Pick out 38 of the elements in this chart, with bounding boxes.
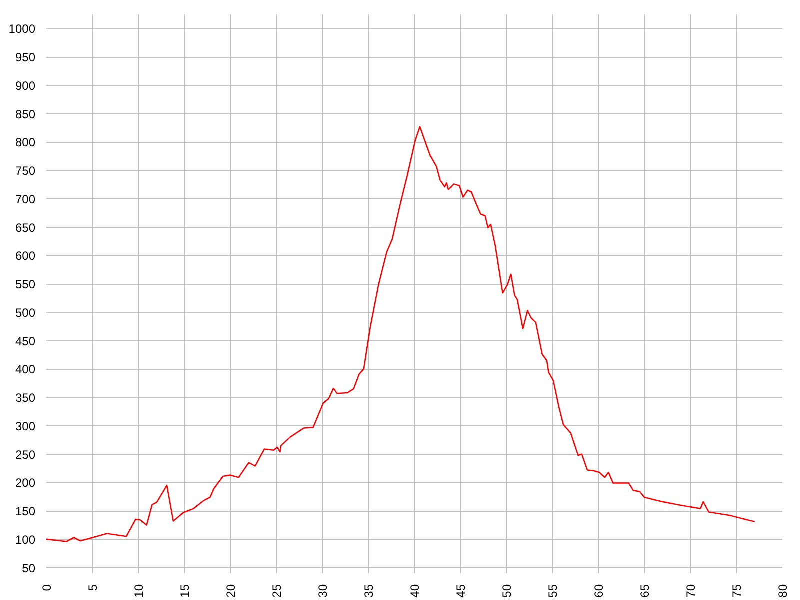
x-tick-label: 65 xyxy=(638,584,652,598)
y-tick-label: 100 xyxy=(15,532,36,547)
y-tick-label: 550 xyxy=(15,278,36,292)
x-tick-label: 25 xyxy=(270,584,284,598)
x-tick-label: 50 xyxy=(500,584,514,598)
y-tick-label: 900 xyxy=(15,78,36,93)
y-tick-label: 350 xyxy=(15,391,36,406)
y-tick-label: 700 xyxy=(15,192,36,206)
x-tick-label: 10 xyxy=(132,584,146,598)
y-tick-label: 950 xyxy=(15,50,36,65)
x-tick-label: 55 xyxy=(546,584,560,598)
x-tick-label: 0 xyxy=(40,584,54,592)
y-tick-label: 500 xyxy=(15,306,36,320)
x-tick-label: 80 xyxy=(776,584,790,598)
y-tick-label: 150 xyxy=(15,504,36,519)
y-tick-label: 650 xyxy=(15,220,36,235)
y-tick-label: 400 xyxy=(15,362,36,377)
y-tick-label: 250 xyxy=(15,448,36,462)
x-tick-label: 30 xyxy=(316,584,330,598)
y-tick-label: 850 xyxy=(15,107,36,122)
y-tick-label: 800 xyxy=(15,136,36,150)
x-tick-label: 45 xyxy=(454,584,468,598)
y-tick-label: 200 xyxy=(15,476,36,490)
x-tick-label: 5 xyxy=(86,584,100,592)
x-tick-label: 35 xyxy=(362,584,376,598)
y-tick-label: 450 xyxy=(15,334,36,348)
line-series xyxy=(46,126,756,542)
x-tick-label: 70 xyxy=(684,584,698,598)
x-tick-label: 75 xyxy=(730,584,744,598)
y-tick-label: 50 xyxy=(22,561,36,576)
y-tick-label: 750 xyxy=(15,164,36,178)
x-tick-label: 40 xyxy=(408,584,422,598)
y-tick-label: 1000 xyxy=(8,22,36,36)
x-tick-label: 20 xyxy=(224,584,238,598)
x-tick-label: 60 xyxy=(592,584,606,598)
x-tick-label: 15 xyxy=(178,584,192,598)
y-tick-label: 300 xyxy=(15,419,36,434)
y-tick-label: 600 xyxy=(15,249,36,264)
